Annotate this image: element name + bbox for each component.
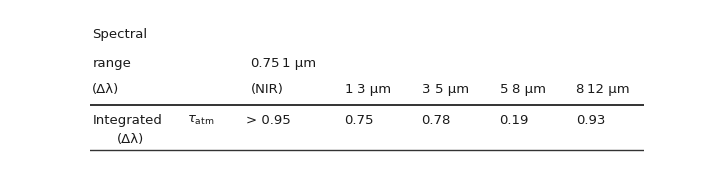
Text: 0.19: 0.19 [499, 114, 528, 127]
Text: range: range [92, 57, 131, 70]
Text: 0.93: 0.93 [576, 114, 605, 127]
Text: 1 μm: 1 μm [282, 57, 316, 70]
Text: > 0.95: > 0.95 [246, 114, 291, 127]
Text: $\tau_{\mathrm{atm}}$: $\tau_{\mathrm{atm}}$ [187, 114, 214, 127]
Text: 12 μm: 12 μm [587, 83, 630, 96]
Text: 8: 8 [575, 83, 584, 96]
Text: 8 μm: 8 μm [513, 83, 546, 96]
Text: 3: 3 [422, 83, 431, 96]
Text: Spectral: Spectral [92, 28, 147, 41]
Text: 3 μm: 3 μm [357, 83, 391, 96]
Text: 5: 5 [500, 83, 508, 96]
Text: Integrated: Integrated [92, 114, 162, 127]
Text: 0.75: 0.75 [344, 114, 373, 127]
Text: 0.75: 0.75 [251, 57, 280, 70]
Text: (Δλ): (Δλ) [117, 133, 145, 146]
Text: (NIR): (NIR) [251, 83, 284, 96]
Text: 5 μm: 5 μm [435, 83, 469, 96]
Text: (Δλ): (Δλ) [92, 83, 120, 96]
Text: 1: 1 [345, 83, 353, 96]
Text: 0.78: 0.78 [422, 114, 451, 127]
